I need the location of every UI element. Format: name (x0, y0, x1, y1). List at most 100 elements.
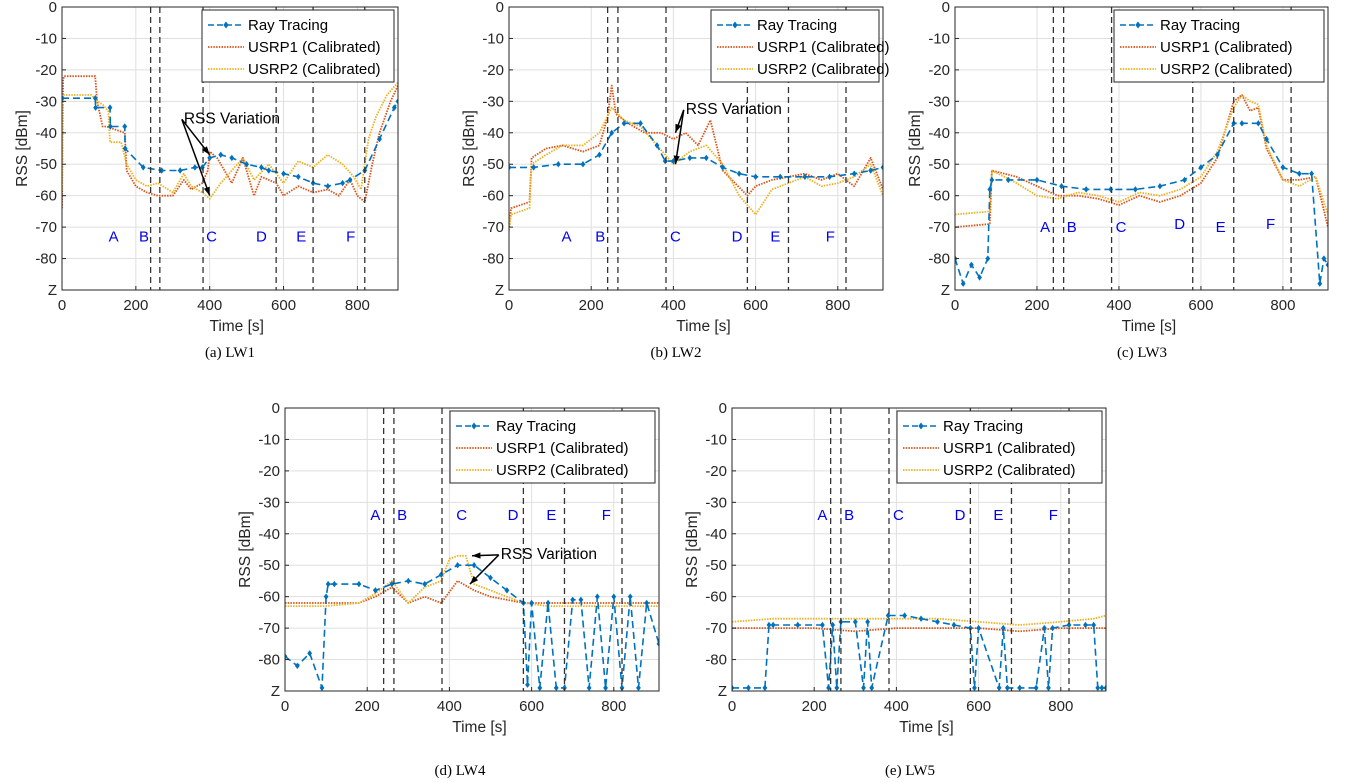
data-point-marker (319, 684, 325, 691)
region-label: D (1174, 216, 1185, 233)
y-tick-label: -70 (928, 219, 950, 236)
data-point-marker (395, 98, 398, 105)
region-label: C (206, 229, 217, 246)
data-point-marker (107, 123, 113, 130)
data-point-marker (1083, 186, 1089, 193)
data-point-marker (621, 120, 627, 127)
legend-entry: USRP2 (Calibrated) (1160, 61, 1293, 78)
data-point-marker (736, 170, 742, 177)
legend-entry: USRP2 (Calibrated) (757, 61, 890, 78)
x-tick-label: 0 (505, 297, 513, 314)
data-point-marker (553, 684, 559, 691)
region-label: D (508, 507, 519, 524)
x-tick-label: 600 (1188, 297, 1213, 314)
data-point-marker (636, 684, 641, 691)
x-tick-label: 400 (661, 297, 686, 314)
data-point-marker (93, 104, 98, 111)
data-point-marker (310, 179, 316, 187)
data-point-marker (570, 596, 576, 604)
data-point-marker (122, 123, 128, 130)
subfigure-caption: (a) LW1 (205, 345, 255, 361)
data-point-marker (1317, 280, 1323, 287)
data-point-marker (159, 167, 165, 174)
data-point-marker (340, 179, 346, 187)
legend: Ray Tracing USRP1 (Calibrated) USRP2 (Cali… (896, 410, 1103, 484)
y-tick-label: 0 (49, 0, 57, 16)
y-tick-label: -40 (928, 125, 950, 142)
legend-entry: USRP1 (Calibrated) (943, 440, 1076, 457)
data-point-marker (869, 684, 875, 691)
data-point-marker (586, 684, 592, 691)
data-point-marker (703, 154, 709, 162)
chart-panel-4: A B C D E F 0 200 400 600 800 0 -10 -20 -30 -40 -50 -60 -7… (237, 400, 660, 779)
data-point-marker (619, 684, 625, 691)
data-point-marker (968, 261, 974, 269)
y-tick-label: 0 (272, 400, 280, 417)
annotation-arrow (674, 109, 685, 165)
y-tick-label: -10 (928, 30, 950, 47)
data-point-marker (405, 577, 411, 585)
series-line-usrp1-calibrated- (955, 94, 1328, 228)
region-label: C (893, 507, 904, 524)
data-point-marker (611, 593, 617, 600)
data-point-marker (207, 154, 213, 162)
data-point-marker (851, 170, 857, 177)
data-point-marker (1214, 151, 1220, 158)
data-point-marker (1066, 621, 1072, 629)
y-tick-label: -10 (258, 431, 280, 448)
legend-marker (732, 21, 738, 29)
data-point-marker (996, 684, 1002, 691)
annotation-arrowhead (202, 146, 210, 155)
data-point-marker (578, 596, 584, 604)
y-tick-label: -10 (705, 431, 727, 448)
data-point-marker (545, 599, 551, 607)
data-point-marker (1325, 261, 1328, 269)
data-point-marker (802, 173, 808, 180)
annotation-arrowhead (675, 123, 682, 133)
data-point-marker (389, 580, 395, 588)
data-point-marker (827, 173, 832, 180)
x-tick-label: 0 (728, 698, 736, 715)
legend-box (710, 9, 880, 83)
data-point-marker (488, 574, 493, 581)
y-tick-label: -70 (482, 219, 504, 236)
x-axis-label: Time [s] (209, 318, 264, 335)
data-point-marker (199, 164, 205, 171)
data-point-marker (861, 684, 866, 691)
annotation-arrowhead (472, 552, 481, 559)
y-axis-label: RSS [dBm] (684, 511, 701, 588)
legend-entry: Ray Tracing (1160, 17, 1240, 34)
y-tick-label: Z (48, 282, 57, 299)
data-point-marker (325, 580, 331, 588)
data-point-marker (307, 650, 313, 657)
series-line-usrp2-calibrated- (62, 81, 398, 200)
data-point-marker (529, 599, 534, 607)
data-point-marker (960, 280, 966, 287)
x-tick-label: 200 (579, 297, 604, 314)
x-tick-label: 200 (802, 698, 827, 715)
data-point-marker (285, 653, 288, 660)
y-axis-label: RSS [dBm] (14, 110, 31, 187)
y-tick-label: -30 (258, 494, 280, 511)
data-point-marker (1182, 176, 1187, 184)
legend-entry: Ray Tracing (757, 17, 837, 34)
legend-box (1113, 9, 1325, 83)
x-axis-label: Time [s] (1122, 318, 1177, 335)
data-point-marker (258, 164, 264, 171)
data-point-marker (1017, 684, 1023, 691)
data-point-marker (1000, 624, 1006, 632)
annotation-arrowhead (673, 155, 680, 165)
legend-entry: USRP1 (Calibrated) (248, 39, 381, 56)
y-axis-label: RSS [dBm] (237, 511, 254, 588)
data-point-marker (244, 161, 250, 168)
y-tick-label: Z (718, 683, 727, 700)
data-point-marker (826, 684, 831, 691)
series-line-usrp2-calibrated- (285, 554, 659, 607)
x-tick-label: 800 (601, 698, 626, 715)
data-point-marker (902, 612, 908, 619)
x-axis-label: Time [s] (676, 318, 731, 335)
data-point-marker (1321, 255, 1327, 262)
y-tick-label: 0 (942, 0, 950, 16)
legend-entry: USRP1 (Calibrated) (757, 39, 890, 56)
